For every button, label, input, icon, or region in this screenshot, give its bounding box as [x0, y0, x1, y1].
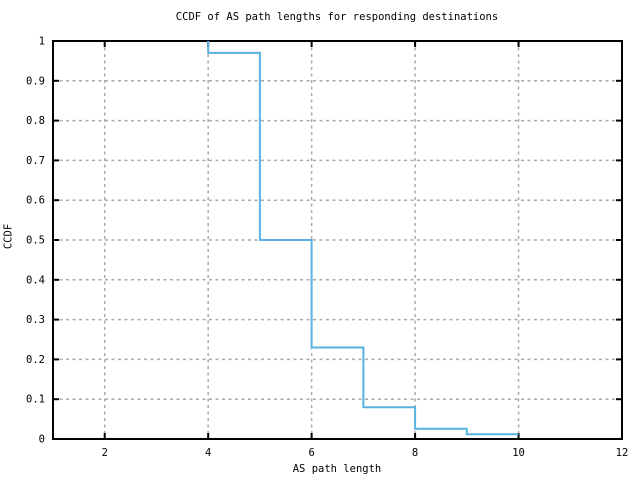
x-tick-label: 8	[412, 447, 418, 459]
x-tick-label: 6	[308, 447, 314, 459]
y-tick-label: 0.4	[26, 274, 45, 286]
y-tick-label: 0.1	[26, 394, 45, 406]
ccdf-step-line	[207, 41, 519, 436]
x-tick-label: 12	[616, 447, 629, 459]
y-tick-label: 0.7	[26, 155, 45, 167]
chart-title: CCDF of AS path lengths for responding d…	[176, 11, 498, 23]
y-tick-label: 0.6	[26, 195, 45, 207]
y-tick-label: 0.9	[26, 75, 45, 87]
x-axis-label: AS path length	[293, 463, 382, 475]
x-tick-label: 4	[205, 447, 211, 459]
y-tick-label: 0.5	[26, 235, 45, 247]
x-tick-label: 2	[102, 447, 108, 459]
y-tick-label: 0.2	[26, 354, 45, 366]
x-tick-label: 10	[512, 447, 525, 459]
y-tick-label: 0.3	[26, 314, 45, 326]
y-tick-label: 0	[39, 434, 45, 446]
y-axis-label: CCDF	[3, 224, 15, 249]
y-tick-label: 0.8	[26, 115, 45, 127]
y-tick-label: 1	[39, 36, 45, 48]
